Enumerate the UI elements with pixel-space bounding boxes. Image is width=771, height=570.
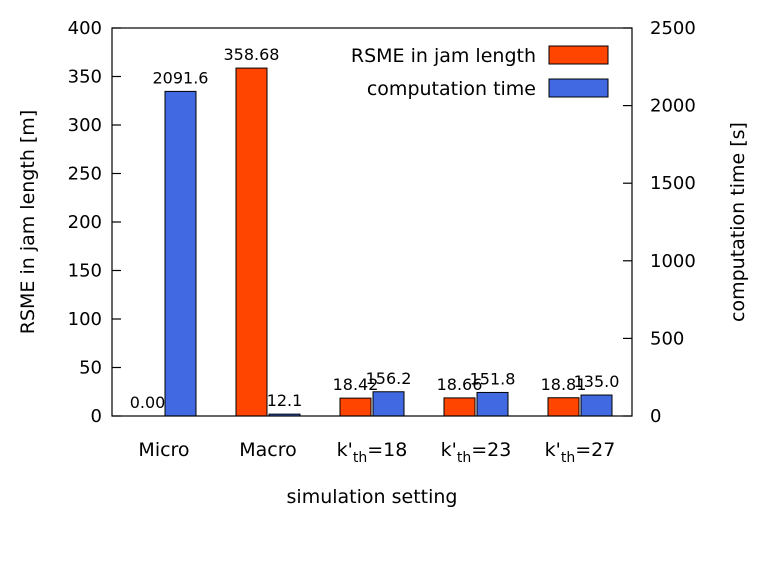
data-label-rsme-0: 0.00 <box>130 393 166 412</box>
legend: RSME in jam length computation time <box>351 45 609 100</box>
data-label-rsme-1: 358.68 <box>224 45 280 64</box>
y-tick-label: 0 <box>91 406 102 427</box>
data-labels-layer: 0.00 358.68 18.42 18.66 18.81 2091.6 12.1 156.2… <box>130 45 620 412</box>
y2-tick-label: 2500 <box>650 18 696 39</box>
bar-rsme-1 <box>235 67 268 417</box>
x-category-label: Macro <box>239 439 297 461</box>
y2-tick-label: 500 <box>650 328 684 349</box>
x-category-label: Micro <box>138 439 189 461</box>
y-axis-label: RSME in jam length [m] <box>17 110 39 334</box>
ticks-layer: 0 50 100 150 200 250 300 350 400 0 500 1000 1500 2000… <box>68 18 696 427</box>
y-tick-label: 350 <box>68 67 102 88</box>
y-tick-label: 200 <box>68 212 102 233</box>
bar-computation-time-3 <box>476 391 509 417</box>
y2-tick-label: 2000 <box>650 96 696 117</box>
data-label-rsme-4: 18.81 <box>541 375 587 394</box>
x-category-label: k'th=23 <box>441 439 512 466</box>
y-tick-label: 250 <box>68 164 102 185</box>
legend-swatch-computation-time <box>548 78 609 98</box>
y-tick-label: 300 <box>68 115 102 136</box>
x-axis-label: simulation setting <box>287 486 458 508</box>
y2-tick-label: 1500 <box>650 173 696 194</box>
y2-tick-label: 1000 <box>650 251 696 272</box>
y2-tick-label: 0 <box>650 406 661 427</box>
x-category-layer: Micro Macro k'th=18 k'th=23 k'th=27 <box>138 439 615 466</box>
y-tick-label: 400 <box>68 18 102 39</box>
bar-computation-time-0 <box>164 90 197 417</box>
data-label-computation-time-1: 12.1 <box>267 391 303 410</box>
y2-axis-label: computation time [s] <box>727 122 749 322</box>
x-category-label: k'th=18 <box>337 439 408 466</box>
bars-layer <box>164 67 613 417</box>
bar-rsme-3 <box>443 397 476 417</box>
y-tick-label: 50 <box>79 358 102 379</box>
legend-entry-rsme: RSME in jam length <box>351 45 536 67</box>
bar-rsme-2 <box>339 397 372 417</box>
data-label-computation-time-4: 135.0 <box>574 372 620 391</box>
y-tick-label: 150 <box>68 261 102 282</box>
x-category-label: k'th=27 <box>545 439 616 466</box>
bar-computation-time-2 <box>372 391 405 417</box>
data-label-rsme-2: 18.42 <box>333 375 379 394</box>
data-label-computation-time-0: 2091.6 <box>153 68 209 87</box>
data-label-computation-time-3: 151.8 <box>470 369 516 388</box>
bar-computation-time-4 <box>580 394 613 417</box>
data-label-computation-time-2: 156.2 <box>366 369 412 388</box>
legend-entry-computation-time: computation time <box>367 78 536 100</box>
bar-rsme-4 <box>547 397 580 417</box>
y-tick-label: 100 <box>68 309 102 330</box>
data-label-rsme-3: 18.66 <box>437 375 483 394</box>
legend-swatch-rsme <box>548 45 609 65</box>
